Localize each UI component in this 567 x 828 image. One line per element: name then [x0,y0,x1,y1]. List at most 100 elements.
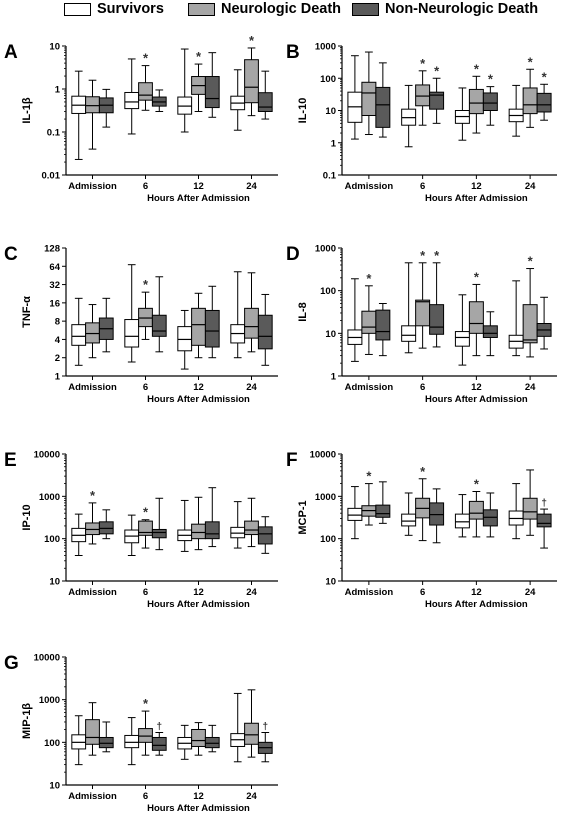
x-tick-label-g: 12 [193,791,204,802]
x-tick-label-g: Admission [68,791,117,802]
box-f-1-survivors [401,513,417,527]
box-d-1-neurologic-death [415,299,431,327]
x-axis-label-f: Hours After Admission [425,599,528,610]
box-g-0-non-neurologic-death [98,736,114,749]
box-c-0-survivors [71,324,87,346]
y-tick-label-b: 100 [320,74,336,85]
box-a-2-non-neurologic-death [204,76,220,109]
significance-mark-f-0-neurologic-death: * [366,469,372,484]
legend-swatch-neurologic-death [188,2,215,16]
box-e-1-non-neurologic-death [151,528,167,539]
significance-mark-d-0-neurologic-death: * [366,271,372,286]
box-e-3-non-neurologic-death [257,526,273,545]
significance-mark-d-1-non-neurologic-death: * [434,248,440,263]
x-axis-label-a: Hours After Admission [147,193,250,204]
y-tick-label-c: 32 [49,280,60,291]
legend: Survivors Neurologic Death Non-Neurologi… [0,0,567,20]
x-tick-label-a: 12 [193,181,204,192]
x-tick-label-d: Admission [345,382,394,393]
box-g-0-neurologic-death [85,719,100,745]
x-axis-label-b: Hours After Admission [425,193,528,204]
significance-mark-g-3-non-neurologic-death: † [262,722,268,733]
box-e-2-neurologic-death [191,523,206,540]
significance-mark-e-0-neurologic-death: * [90,488,96,503]
x-tick-label-b: 24 [525,181,536,192]
x-tick-label-e: 24 [246,587,257,598]
significance-mark-d-1-neurologic-death: * [420,248,426,263]
significance-mark-f-2-neurologic-death: * [474,477,480,492]
box-b-0-non-neurologic-death [375,86,391,128]
y-tick-label-e: 10 [49,577,60,588]
x-axis-label-d: Hours After Admission [425,394,528,405]
panel-letter-a: A [4,42,18,63]
box-g-1-neurologic-death [138,728,153,743]
box-b-3-non-neurologic-death [536,92,552,113]
box-d-1-survivors [401,325,417,342]
y-tick-label-g: 10000 [34,653,60,664]
significance-mark-f-1-neurologic-death: * [420,464,426,479]
box-c-2-neurologic-death [191,307,206,346]
y-tick-label-b: 0.1 [323,171,337,182]
box-g-2-neurologic-death [191,728,206,747]
x-tick-label-c: 12 [193,382,204,393]
panel-e: E IP-10 10 100 1000 10000 Admission * 6 * 12 24Hour… [4,450,278,610]
significance-mark-g-1-non-neurologic-death: † [156,722,162,733]
significance-mark-a-1-neurologic-death: * [143,51,149,66]
box-c-0-neurologic-death [85,322,100,344]
y-tick-label-f: 100 [320,534,336,545]
y-axis-label-b: IL-10 [297,98,309,124]
x-tick-label-b: 6 [420,181,425,192]
x-tick-label-b: 12 [471,181,482,192]
panel-letter-g: G [4,653,19,674]
significance-mark-d-2-neurologic-death: * [474,269,480,284]
box-d-0-neurologic-death [361,310,377,334]
box-d-1-non-neurologic-death [429,304,445,335]
y-tick-label-c: 64 [49,262,60,273]
box-d-3-neurologic-death [522,304,538,344]
panel-letter-f: F [286,450,298,471]
x-tick-label-a: 6 [143,181,148,192]
panel-d: D IL-8 1 10 100 1000 Admission * 6 * * 12 * 24 * Hours … [286,244,557,405]
y-tick-label-b: 10 [325,106,336,117]
x-tick-label-e: Admission [68,587,117,598]
panel-g: G MIP-1β 10 100 1000 10000 Admission 6 * † 12 24 † Ho… [4,653,278,814]
y-axis-label-c: TNF-α [21,296,33,328]
y-axis-label-e: IP-10 [21,504,33,530]
x-tick-label-e: 12 [193,587,204,598]
x-axis-label-e: Hours After Admission [147,599,250,610]
x-tick-label-d: 6 [420,382,425,393]
box-c-1-non-neurologic-death [151,314,167,337]
y-axis-label-f: MCP-1 [297,500,309,534]
box-c-3-neurologic-death [244,307,259,339]
y-tick-label-a: 10 [49,42,60,53]
panel-letter-c: C [4,244,18,265]
y-axis-label-g: MIP-1β [21,703,33,739]
box-f-3-non-neurologic-death [536,513,552,528]
legend-item-non-neurologic-death: Non-Neurologic Death [352,1,538,17]
significance-mark-b-1-non-neurologic-death: * [434,63,440,78]
box-g-3-neurologic-death [244,722,259,745]
box-a-3-neurologic-death [244,59,259,104]
box-g-2-non-neurologic-death [204,736,220,749]
box-b-3-neurologic-death [522,87,538,115]
box-e-3-neurologic-death [244,520,259,536]
x-tick-label-a: Admission [68,181,117,192]
panel-f: F MCP-1 10 100 1000 10000 Admission * 6 * 12 * 24 † Ho… [286,450,557,610]
y-tick-label-c: 4 [55,335,61,346]
box-a-1-survivors [124,91,140,110]
panel-a: A IL-1β 0.01 0.1 1 10 Admission 6 * 12 * 24 * Hours A… [4,33,278,204]
legend-swatch-non-neurologic-death [352,2,379,16]
box-f-3-neurologic-death [522,497,538,520]
box-c-2-survivors [177,326,193,352]
y-tick-label-d: 1000 [315,244,336,255]
x-tick-label-f: 12 [471,587,482,598]
box-a-0-neurologic-death [85,96,100,114]
significance-mark-b-2-non-neurologic-death: * [488,72,494,87]
y-tick-label-c: 2 [55,353,60,364]
box-b-1-non-neurologic-death [429,91,445,110]
box-g-1-survivors [124,734,140,749]
x-tick-label-c: 24 [246,382,257,393]
x-tick-label-d: 12 [471,382,482,393]
y-tick-label-c: 16 [49,298,60,309]
box-f-0-non-neurologic-death [375,504,391,518]
